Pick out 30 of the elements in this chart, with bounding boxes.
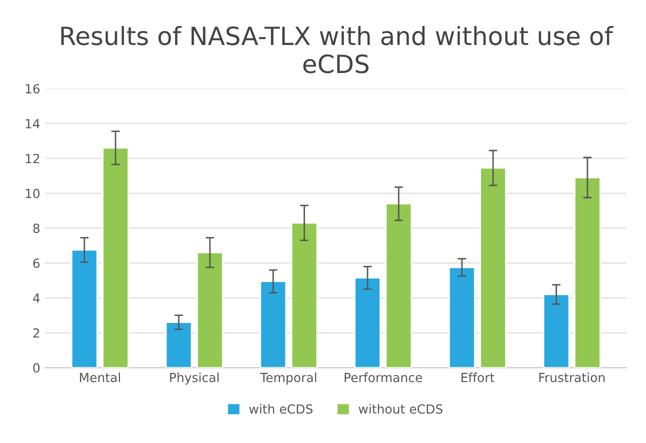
x-tick-label: Temporal	[260, 372, 316, 385]
bar	[480, 167, 507, 368]
chart-title: Results of NASA-TLX with and without use of eCDS	[61, 26, 614, 74]
legend-label: with eCDS	[249, 404, 312, 414]
x-tick-label: Physical	[170, 372, 219, 385]
y-tick-label: 16	[26, 84, 40, 94]
y-tick-label: 12	[26, 154, 40, 164]
y-tick-label: 14	[26, 119, 40, 128]
bar	[196, 252, 224, 368]
y-tick-label: 8	[33, 224, 40, 234]
bar	[260, 280, 287, 368]
bar	[574, 176, 601, 368]
bar	[448, 266, 476, 368]
bar	[385, 203, 412, 368]
x-tick-label: Effort	[462, 372, 494, 382]
bar	[102, 147, 129, 368]
y-tick-label: 0	[33, 363, 40, 373]
x-tick-label: Mental	[80, 372, 120, 382]
bar	[290, 222, 318, 368]
bar	[354, 277, 381, 368]
bar	[165, 322, 192, 368]
bar	[542, 294, 570, 368]
bar	[70, 249, 98, 368]
legend-label: without eCDS	[358, 404, 442, 414]
y-tick-label: 6	[33, 258, 40, 268]
x-tick-label: Frustration	[539, 372, 605, 382]
y-tick-label: 2	[33, 328, 40, 338]
y-tick-label: 10	[26, 188, 40, 198]
x-tick-label: Performance	[344, 372, 422, 382]
y-tick-label: 4	[33, 294, 40, 303]
